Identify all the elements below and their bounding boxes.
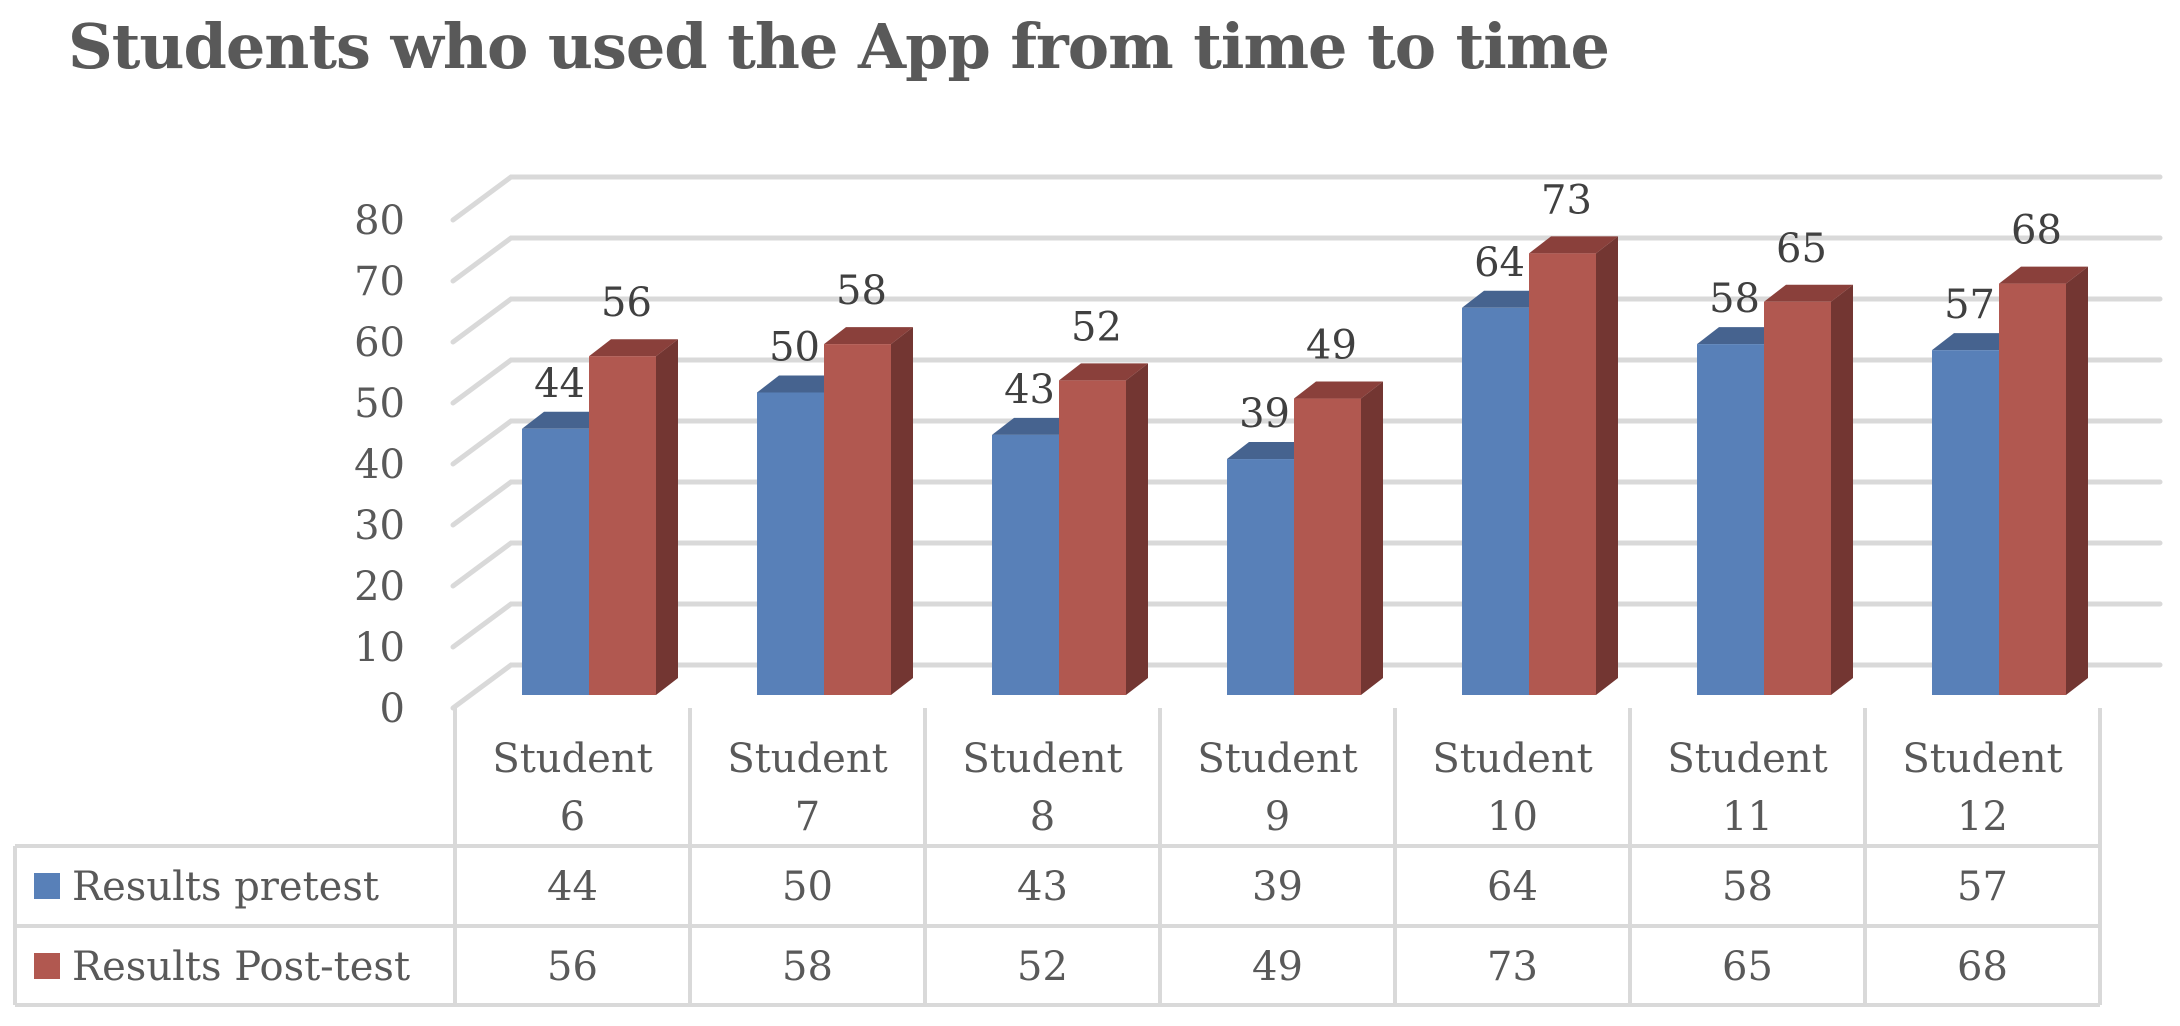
bar-posttest: [824, 327, 913, 695]
data-label-posttest: 68: [2011, 208, 2062, 254]
y-tick-label: 80: [354, 198, 405, 244]
y-tick-label: 30: [354, 503, 405, 549]
y-tick-label: 70: [354, 259, 405, 305]
table-header-number: 8: [1030, 794, 1055, 840]
data-label-posttest: 73: [1541, 177, 1592, 223]
y-tick-label: 10: [354, 625, 405, 671]
y-tick-label: 50: [354, 381, 405, 427]
table-header-number: 11: [1722, 794, 1773, 840]
data-label-pretest: 50: [769, 325, 820, 371]
data-label-pretest: 64: [1474, 240, 1525, 286]
data-label-pretest: 58: [1709, 276, 1760, 322]
table-header-label: Student: [962, 736, 1122, 782]
table-header-label: Student: [492, 736, 652, 782]
gridline: [450, 235, 2163, 284]
table-cell: 50: [782, 864, 833, 910]
table-cell: 52: [1017, 944, 1068, 990]
table-header-label: Student: [1432, 736, 1592, 782]
data-label-pretest: 44: [534, 361, 585, 407]
data-label-posttest: 56: [601, 280, 652, 326]
table-cell: 39: [1252, 864, 1303, 910]
table-header-label: Student: [1902, 736, 2062, 782]
y-tick-label: 0: [380, 686, 405, 732]
table-header-number: 9: [1265, 794, 1290, 840]
table-cell: 57: [1957, 864, 2008, 910]
legend-label: Results Post-test: [72, 944, 410, 990]
table-cell: 49: [1252, 944, 1303, 990]
bar-posttest: [589, 339, 678, 695]
y-tick-label: 60: [354, 320, 405, 366]
y-tick-label: 20: [354, 564, 405, 610]
data-label-pretest: 43: [1004, 367, 1055, 413]
data-label-posttest: 49: [1306, 323, 1357, 369]
y-tick-label: 40: [354, 442, 405, 488]
data-label-pretest: 57: [1944, 282, 1995, 328]
data-table: Student 6 Student 7 Student 8 Student 9 Student 1…: [13, 708, 2102, 1007]
table-header-label: Student: [1667, 736, 1827, 782]
legend-swatch-icon: [34, 873, 60, 899]
legend-swatch-icon: [34, 953, 60, 979]
chart-title: Students who used the App from time to t…: [68, 10, 1610, 83]
data-label-posttest: 65: [1776, 226, 1827, 272]
bar-posttest: [1529, 236, 1618, 695]
bar-posttest: [1999, 266, 2088, 695]
data-label-posttest: 52: [1071, 304, 1122, 350]
table-cell: 43: [1017, 864, 1068, 910]
bar-posttest: [1294, 381, 1383, 695]
gridline: [450, 174, 2163, 223]
table-cell: 65: [1722, 944, 1773, 990]
bar-posttest: [1059, 363, 1148, 695]
data-labels: 44 56 50 58 43 52 39 49 64 73 58 65 57 68: [534, 177, 2062, 437]
table-cell: 58: [782, 944, 833, 990]
table-cell: 44: [547, 864, 598, 910]
table-header-number: 7: [795, 794, 820, 840]
data-label-posttest: 58: [836, 268, 887, 314]
table-cell: 56: [547, 944, 598, 990]
table-cell: 58: [1722, 864, 1773, 910]
table-header-number: 6: [560, 794, 585, 840]
data-label-pretest: 39: [1239, 391, 1290, 437]
table-cell: 73: [1487, 944, 1538, 990]
table-cell: 64: [1487, 864, 1538, 910]
table-header-label: Student: [1197, 736, 1357, 782]
legend-label: Results pretest: [72, 864, 379, 910]
table-header-number: 10: [1487, 794, 1538, 840]
table-header-label: Student: [727, 736, 887, 782]
table-cell: 68: [1957, 944, 2008, 990]
bars: [522, 236, 2088, 695]
table-header-number: 12: [1957, 794, 2008, 840]
y-axis: 0 10 20 30 40 50 60 70 80: [354, 198, 405, 732]
bar-posttest: [1764, 284, 1853, 695]
